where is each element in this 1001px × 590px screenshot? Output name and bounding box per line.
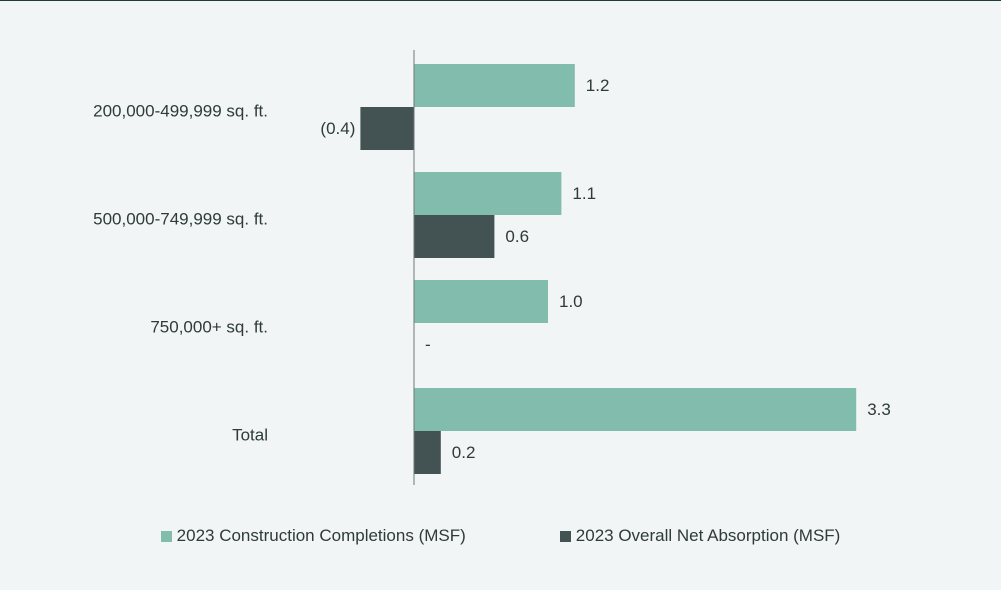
legend-swatch-completions <box>160 530 172 542</box>
absorption-bar <box>360 107 414 150</box>
completions-data-label: 1.1 <box>572 184 596 203</box>
absorption-data-label: 0.2 <box>452 443 476 462</box>
completions-bar <box>414 280 548 323</box>
legend-label-absorption: 2023 Overall Net Absorption (MSF) <box>575 526 841 545</box>
absorption-bar <box>414 431 441 474</box>
category-label: 750,000+ sq. ft. <box>150 317 268 336</box>
completions-data-label: 3.3 <box>867 400 891 419</box>
category-label: Total <box>232 425 268 444</box>
legend-label-completions: 2023 Construction Completions (MSF) <box>176 526 466 545</box>
legend: 2023 Construction Completions (MSF) 2023… <box>0 526 1001 546</box>
legend-item-absorption: 2023 Overall Net Absorption (MSF) <box>559 526 841 546</box>
absorption-data-label: 0.6 <box>505 227 529 246</box>
completions-data-label: 1.2 <box>586 76 610 95</box>
absorption-data-label: - <box>425 335 431 354</box>
completions-data-label: 1.0 <box>559 292 583 311</box>
legend-swatch-absorption <box>559 530 571 542</box>
completions-bar <box>414 388 857 431</box>
top-border <box>0 0 1001 1</box>
category-label: 200,000-499,999 sq. ft. <box>93 101 268 120</box>
completions-bar <box>414 64 575 107</box>
absorption-data-label: (0.4) <box>320 119 355 138</box>
legend-item-completions: 2023 Construction Completions (MSF) <box>160 526 466 546</box>
category-label: 500,000-749,999 sq. ft. <box>93 209 268 228</box>
completions-bar <box>414 172 562 215</box>
absorption-bar <box>414 215 495 258</box>
